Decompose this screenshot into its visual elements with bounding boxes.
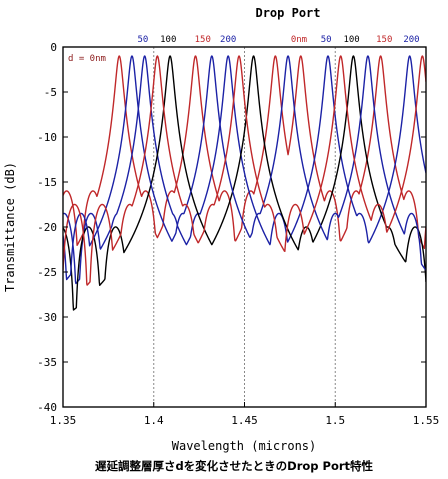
top-peak-label: 150 <box>376 35 392 45</box>
y-tick-label: -10 <box>37 131 57 144</box>
x-tick-label: 1.5 <box>325 414 345 427</box>
top-peak-label: 200 <box>403 35 419 45</box>
y-tick-label: -5 <box>44 86 57 99</box>
series-group <box>63 55 426 311</box>
y-tick-label: -20 <box>37 221 57 234</box>
y-tick-label: -30 <box>37 311 57 324</box>
series-line-2 <box>63 55 426 311</box>
x-tick-label: 1.35 <box>50 414 77 427</box>
top-peak-label: 100 <box>343 35 359 45</box>
y-tick-label: -25 <box>37 266 57 279</box>
chart-caption: 遅延調整層厚さdを変化させたときのDrop Port特性 <box>95 459 374 473</box>
top-peak-label: 50 <box>321 35 332 45</box>
series-line-4 <box>63 55 426 286</box>
chart-title: Drop Port <box>255 6 320 20</box>
x-axis-label: Wavelength (microns) <box>172 439 317 453</box>
top-peak-label: 200 <box>220 35 236 45</box>
series-line-3 <box>63 55 426 281</box>
y-tick-label: -35 <box>37 356 57 369</box>
inset-label: d = 0nm <box>68 54 106 64</box>
top-peak-label: 150 <box>195 35 211 45</box>
y-tick-label: -15 <box>37 176 57 189</box>
series-line-1 <box>63 55 426 285</box>
x-tick-label: 1.55 <box>413 414 440 427</box>
top-peak-label: 100 <box>160 35 176 45</box>
top-peak-label: 0nm <box>291 35 307 45</box>
y-axis-ticks: 0 -5 -10 -15 -20 -25 -30 -35 -40 <box>37 41 426 414</box>
x-tick-label: 1.45 <box>231 414 258 427</box>
x-axis-ticks: 1.35 1.4 1.45 1.5 1.55 <box>50 402 440 427</box>
top-peak-label: 50 <box>137 35 148 45</box>
y-axis-label: Transmittance (dB) <box>3 162 17 292</box>
y-tick-label: -40 <box>37 401 57 414</box>
series-line-0 <box>63 55 426 250</box>
x-tick-label: 1.4 <box>144 414 164 427</box>
y-tick-label: 0 <box>50 41 57 54</box>
